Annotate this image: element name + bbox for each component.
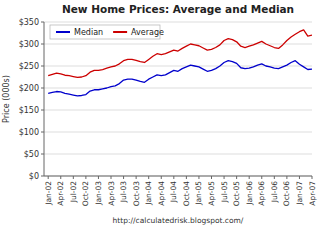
grid-line (44, 66, 312, 67)
title: New Home Prices: Average and Median (62, 3, 294, 15)
grid-line (44, 176, 312, 177)
x-tick-label: Apr-07 (308, 181, 317, 206)
y-tick-label: $50 (24, 150, 39, 159)
x-tick-label: Jul-03 (119, 181, 128, 204)
chart: $0$50$100$150$200$250$300$350Jan-02Apr-0… (0, 0, 320, 227)
y-tick-label: $350 (19, 18, 39, 27)
legend-swatch (113, 31, 127, 33)
y-tick-label: $0 (29, 172, 39, 181)
x-axis (44, 176, 312, 177)
grid-line (44, 88, 312, 89)
x-tick-label: Jul-05 (220, 181, 229, 204)
x-tick-label: Jul-02 (69, 181, 78, 204)
x-tick-label: Apr-02 (56, 181, 65, 206)
x-tick-label: Oct-02 (81, 181, 90, 206)
x-tick-label: Jan-06 (245, 181, 254, 206)
x-tick-label: Jul-06 (270, 181, 279, 204)
x-tick-label: Jan-02 (44, 181, 53, 206)
x-tick-label: Oct-04 (182, 181, 191, 206)
y-tick-label: $300 (19, 40, 39, 49)
y-tick-label: $200 (19, 84, 39, 93)
x-tick-label: Oct-03 (132, 181, 141, 206)
x-axis-label: http://calculatedrisk.blogspot.com/ (113, 216, 244, 225)
grid-line (44, 110, 312, 111)
x-tick-label: Oct-06 (282, 181, 291, 206)
x-tick-label: Jan-07 (295, 181, 304, 206)
grid-line (44, 132, 312, 133)
x-tick-label: Apr-06 (257, 181, 266, 206)
legend-label: Average (131, 28, 164, 37)
legend-swatch (56, 31, 70, 33)
y-tick-label: $100 (19, 128, 39, 137)
y-axis-label: Price (000s) (2, 75, 11, 123)
grid-line (44, 44, 312, 45)
y-axis (44, 22, 45, 176)
x-tick-label: Apr-04 (157, 181, 166, 206)
plot-area (48, 30, 312, 96)
line-series (48, 61, 312, 96)
legend: Median Average (50, 25, 164, 39)
x-tick-label: Jul-04 (169, 181, 178, 204)
x-tick-label: Jan-03 (94, 181, 103, 206)
x-tick-label: Jan-05 (194, 181, 203, 206)
y-tick-label: $150 (19, 106, 39, 115)
grid-line (44, 22, 312, 23)
legend-label: Median (74, 28, 103, 37)
x-tick-label: Jan-04 (144, 181, 153, 206)
y-tick-label: $250 (19, 62, 39, 71)
grid-line (44, 154, 312, 155)
x-tick-label: Apr-03 (107, 181, 116, 206)
x-tick-label: Oct-05 (232, 181, 241, 206)
x-tick-label: Apr-05 (207, 181, 216, 206)
